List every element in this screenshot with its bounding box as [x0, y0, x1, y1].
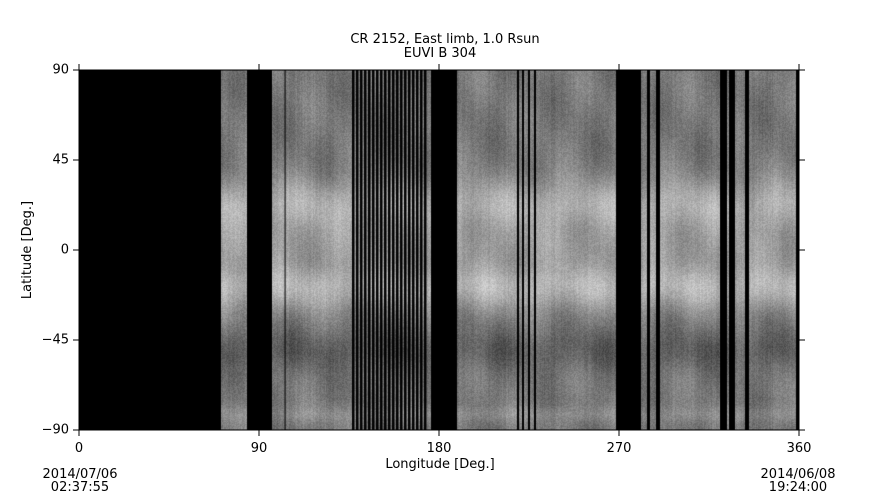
y-tick-label: −45 — [41, 332, 69, 348]
x-tick-label: 360 — [786, 441, 812, 456]
y-tick-label: 45 — [52, 152, 69, 168]
plot-border — [78, 69, 800, 431]
synoptic-map-image — [79, 70, 799, 430]
x-axis-label: Longitude [Deg.] — [385, 457, 495, 472]
start-date: 2014/07/06 — [42, 467, 118, 482]
x-tick-label: 270 — [606, 441, 632, 456]
x-tick-label: 0 — [74, 441, 84, 456]
start-time: 02:37:55 — [50, 480, 110, 495]
end-time: 19:24:00 — [768, 480, 828, 495]
x-tick-label: 180 — [426, 441, 452, 456]
y-tick-label: 0 — [60, 242, 69, 258]
x-tick-label: 90 — [250, 441, 268, 456]
chart-title: CR 2152, East limb, 1.0 Rsun — [350, 32, 540, 47]
y-axis-label: Latitude [Deg.] — [20, 200, 36, 300]
y-tick-label: 90 — [52, 62, 69, 78]
chart-subtitle: EUVI B 304 — [403, 46, 477, 61]
end-date: 2014/06/08 — [760, 467, 836, 482]
y-tick-label: −90 — [41, 422, 69, 438]
